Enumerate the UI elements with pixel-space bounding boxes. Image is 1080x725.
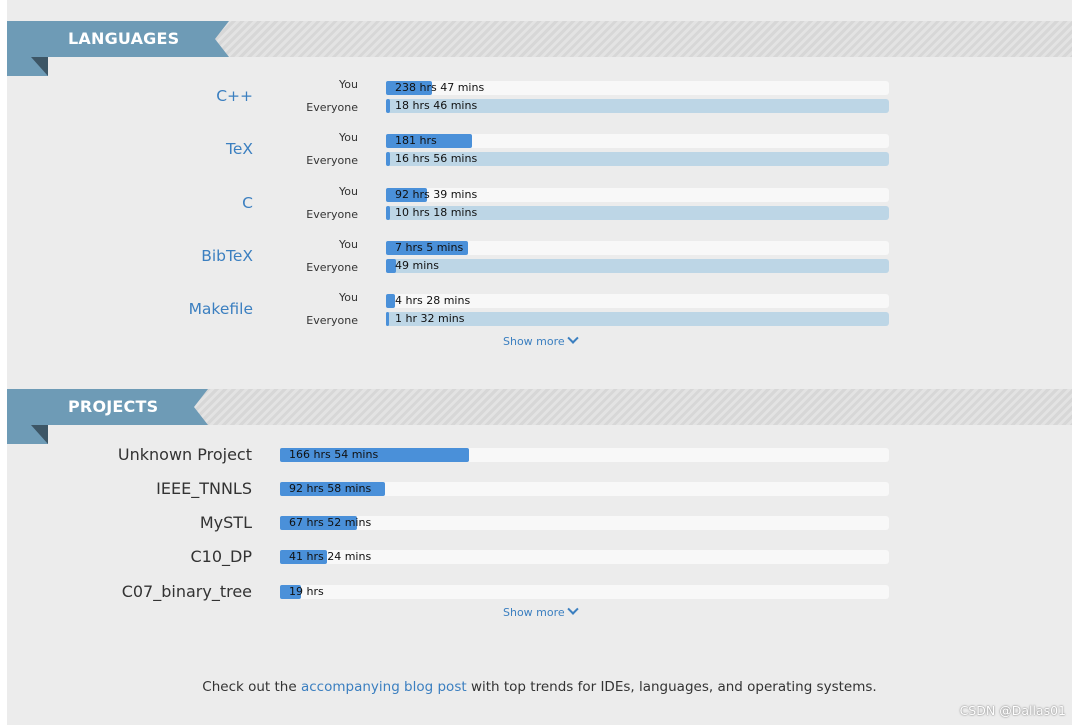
- chevron-down-icon: [567, 603, 579, 615]
- project-bar-fill: [280, 448, 469, 462]
- footer-text: Check out the accompanying blog post wit…: [7, 679, 1072, 695]
- you-time: 4 hrs 28 mins: [395, 294, 471, 307]
- everyone-time: 1 hr 32 mins: [395, 312, 465, 325]
- you-label: You: [339, 291, 358, 304]
- project-time: 41 hrs 24 mins: [289, 550, 372, 563]
- project-name[interactable]: C10_DP: [190, 547, 253, 566]
- everyone-bar-fill: [386, 259, 396, 273]
- languages-show-more-label: Show more: [503, 335, 565, 348]
- project-bar-fill: [280, 482, 385, 496]
- project-name[interactable]: MySTL: [199, 513, 252, 532]
- project-bar-fill: [280, 516, 357, 530]
- project-name[interactable]: C07_binary_tree: [121, 582, 252, 601]
- footer-suffix: with top trends for IDEs, languages, and…: [466, 679, 877, 695]
- project-row: C07_binary_tree 19 hrs: [7, 582, 1072, 616]
- project-bar: 92 hrs 58 mins: [280, 482, 889, 496]
- you-label: You: [339, 78, 358, 91]
- you-time: 181 hrs: [395, 134, 437, 147]
- chevron-down-icon: [567, 332, 579, 344]
- footer-prefix: Check out the: [202, 679, 301, 695]
- project-row: C10_DP 41 hrs 24 mins: [7, 547, 1072, 581]
- project-bar: 19 hrs: [280, 585, 889, 599]
- project-row: IEEE_TNNLS 92 hrs 58 mins: [7, 479, 1072, 513]
- project-bar-fill: [280, 550, 327, 564]
- everyone-label: Everyone: [306, 101, 358, 114]
- everyone-label: Everyone: [306, 261, 358, 274]
- everyone-label: Everyone: [306, 314, 358, 327]
- language-row: Makefile You Everyone 4 hrs 28 mins 1 hr 32 …: [7, 291, 1072, 337]
- everyone-time: 10 hrs 18 mins: [395, 206, 478, 219]
- everyone-bar: 49 mins: [386, 259, 889, 273]
- watermark: CSDN @Dallas01: [959, 703, 1066, 718]
- languages-title: LANGUAGES: [68, 29, 180, 48]
- language-name[interactable]: C++: [216, 87, 253, 105]
- language-name[interactable]: TeX: [226, 140, 253, 158]
- you-bar: 92 hrs 39 mins: [386, 188, 889, 202]
- project-bar: 166 hrs 54 mins: [280, 448, 889, 462]
- language-name[interactable]: C: [242, 194, 253, 212]
- everyone-label: Everyone: [306, 208, 358, 221]
- projects-ribbon: PROJECTS: [7, 389, 208, 425]
- you-bar-fill: [386, 188, 427, 202]
- project-name[interactable]: Unknown Project: [117, 445, 252, 464]
- project-name[interactable]: IEEE_TNNLS: [156, 479, 252, 498]
- you-bar: 181 hrs: [386, 134, 889, 148]
- everyone-label: Everyone: [306, 154, 358, 167]
- project-time: 19 hrs: [289, 585, 324, 598]
- language-name[interactable]: Makefile: [188, 300, 253, 318]
- projects-title: PROJECTS: [68, 397, 159, 416]
- everyone-bar: 16 hrs 56 mins: [386, 152, 889, 166]
- language-row: C You Everyone 92 hrs 39 mins 10 hrs 18 mins: [7, 185, 1072, 231]
- you-time: 238 hrs 47 mins: [395, 81, 485, 94]
- project-row: MySTL 67 hrs 52 mins: [7, 513, 1072, 547]
- languages-banner: LANGUAGES: [7, 21, 1072, 57]
- project-time: 92 hrs 58 mins: [289, 482, 372, 495]
- you-label: You: [339, 131, 358, 144]
- everyone-time: 18 hrs 46 mins: [395, 99, 478, 112]
- language-row: TeX You Everyone 181 hrs 16 hrs 56 mins: [7, 131, 1072, 177]
- you-label: You: [339, 238, 358, 251]
- languages-ribbon: LANGUAGES: [7, 21, 229, 57]
- language-row: C++ You Everyone 238 hrs 47 mins 18 hrs 46 m…: [7, 78, 1072, 124]
- blog-post-link[interactable]: accompanying blog post: [300, 679, 467, 695]
- everyone-time: 16 hrs 56 mins: [395, 152, 478, 165]
- projects-banner: PROJECTS: [7, 389, 1072, 425]
- project-time: 166 hrs 54 mins: [289, 448, 379, 461]
- everyone-bar: 18 hrs 46 mins: [386, 99, 889, 113]
- project-bar: 67 hrs 52 mins: [280, 516, 889, 530]
- you-time: 7 hrs 5 mins: [395, 241, 464, 254]
- everyone-bar-fill: [386, 206, 390, 220]
- stats-page: LANGUAGES C++ You Everyone 238 hrs 47 mins 1…: [7, 0, 1072, 725]
- project-time: 67 hrs 52 mins: [289, 516, 372, 529]
- you-bar-fill: [386, 134, 472, 148]
- everyone-bar-fill: [386, 99, 390, 113]
- you-time: 92 hrs 39 mins: [395, 188, 478, 201]
- project-row: Unknown Project 166 hrs 54 mins: [7, 445, 1072, 479]
- project-bar-fill: [280, 585, 301, 599]
- everyone-time: 49 mins: [395, 259, 439, 272]
- everyone-bar: 1 hr 32 mins: [386, 312, 889, 326]
- language-name[interactable]: BibTeX: [201, 247, 253, 265]
- you-bar-fill: [386, 241, 468, 255]
- everyone-bar-fill: [386, 312, 389, 326]
- languages-show-more[interactable]: Show more: [503, 332, 579, 348]
- you-bar: 7 hrs 5 mins: [386, 241, 889, 255]
- you-label: You: [339, 185, 358, 198]
- language-row: BibTeX You Everyone 7 hrs 5 mins 49 mins: [7, 238, 1072, 284]
- everyone-bar: 10 hrs 18 mins: [386, 206, 889, 220]
- you-bar: 238 hrs 47 mins: [386, 81, 889, 95]
- everyone-bar-fill: [386, 152, 390, 166]
- projects-show-more-label: Show more: [503, 606, 565, 619]
- you-bar-fill: [386, 81, 432, 95]
- you-bar-fill: [386, 294, 395, 308]
- projects-show-more[interactable]: Show more: [503, 603, 579, 619]
- you-bar: 4 hrs 28 mins: [386, 294, 889, 308]
- project-bar: 41 hrs 24 mins: [280, 550, 889, 564]
